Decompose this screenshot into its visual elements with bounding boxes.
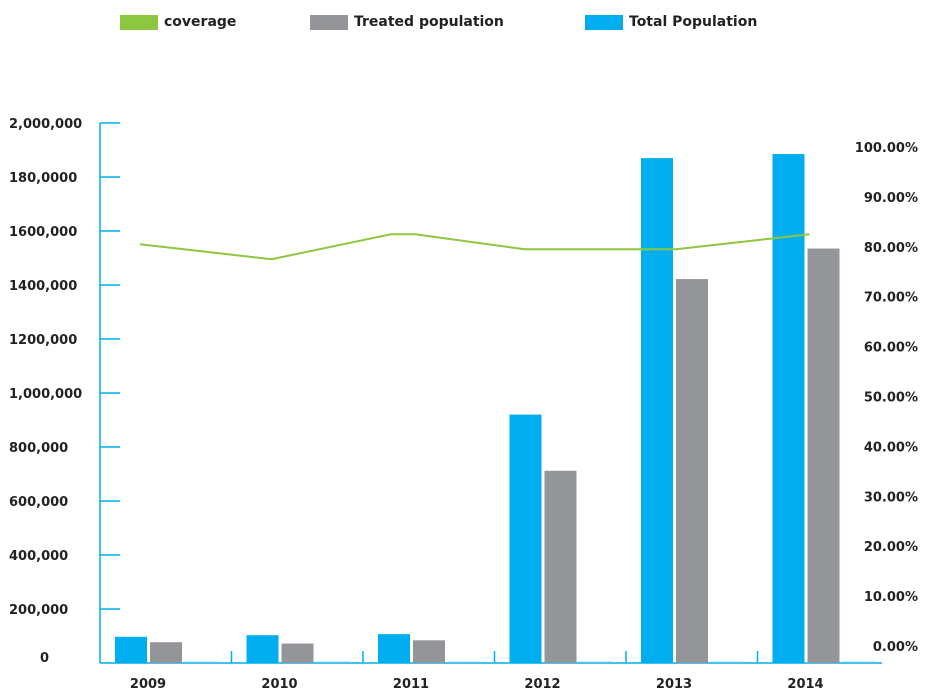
bar-total-population — [509, 414, 542, 663]
x-tick-label: 2011 — [393, 677, 429, 689]
bar-treated-population — [807, 248, 840, 664]
y-left-tick-label: 1200,000 — [9, 333, 77, 348]
legend-label-coverage: coverage — [164, 14, 237, 30]
line-coverage — [139, 233, 810, 261]
y-left-tick-label: 400,000 — [9, 549, 68, 564]
legend-item-coverage: coverage — [120, 14, 236, 30]
y-right-tick-label: 60.00% — [864, 341, 918, 356]
y-right-tick-label: 70.00% — [864, 291, 918, 306]
y-left-tick-label: 1,000,000 — [9, 387, 82, 402]
y-left-tick-label: 200,000 — [9, 603, 68, 618]
bar-total-population — [378, 634, 410, 663]
bar-total-population — [641, 158, 673, 663]
y-right-tick-label: 10.00% — [864, 590, 918, 605]
legend-item-treated: Treated population — [310, 14, 504, 30]
bar-treated-population — [281, 643, 314, 663]
x-tick-label: 2012 — [524, 677, 560, 689]
x-tick-label: 2013 — [656, 677, 692, 689]
bar-treated-population — [676, 279, 708, 663]
bar-treated-population — [413, 640, 445, 663]
x-tick-label: 2010 — [261, 677, 297, 689]
y-left-tick-label: 1600,000 — [9, 225, 77, 240]
legend-swatch-total — [585, 14, 623, 30]
y-right-tick-label: 20.00% — [864, 540, 918, 555]
y-left-tick-label: 600,000 — [9, 495, 68, 510]
x-tick-label: 2009 — [130, 677, 166, 689]
y-right-tick-label: 40.00% — [864, 440, 918, 455]
y-right-tick-label: 0.00% — [873, 640, 918, 655]
bar-total-population — [246, 635, 279, 663]
y-left-tick-label: 800,000 — [9, 441, 68, 456]
legend-swatch-coverage — [120, 14, 158, 30]
y-right-tick-label: 90.00% — [864, 191, 918, 206]
legend-swatch-treated — [310, 14, 348, 30]
y-right-tick-label: 100.00% — [855, 141, 918, 156]
x-tick-label: 2014 — [787, 677, 823, 689]
legend-label-total: Total Population — [629, 14, 758, 30]
y-left-tick-label: 0 — [40, 651, 49, 666]
bar-total-population — [772, 154, 805, 664]
y-right-tick-label: 50.00% — [864, 391, 918, 406]
bar-treated-population — [544, 470, 577, 663]
y-left-tick-label: 1400,000 — [9, 279, 77, 294]
legend-item-total: Total Population — [585, 14, 757, 30]
bar-treated-population — [150, 642, 182, 663]
y-left-tick-label: 2,000,000 — [9, 117, 82, 132]
y-left-tick-label: 180,0000 — [9, 171, 77, 186]
y-right-tick-label: 80.00% — [864, 241, 918, 256]
legend-label-treated: Treated population — [354, 14, 504, 30]
y-right-tick-label: 30.00% — [864, 490, 918, 505]
bar-total-population — [115, 636, 147, 663]
